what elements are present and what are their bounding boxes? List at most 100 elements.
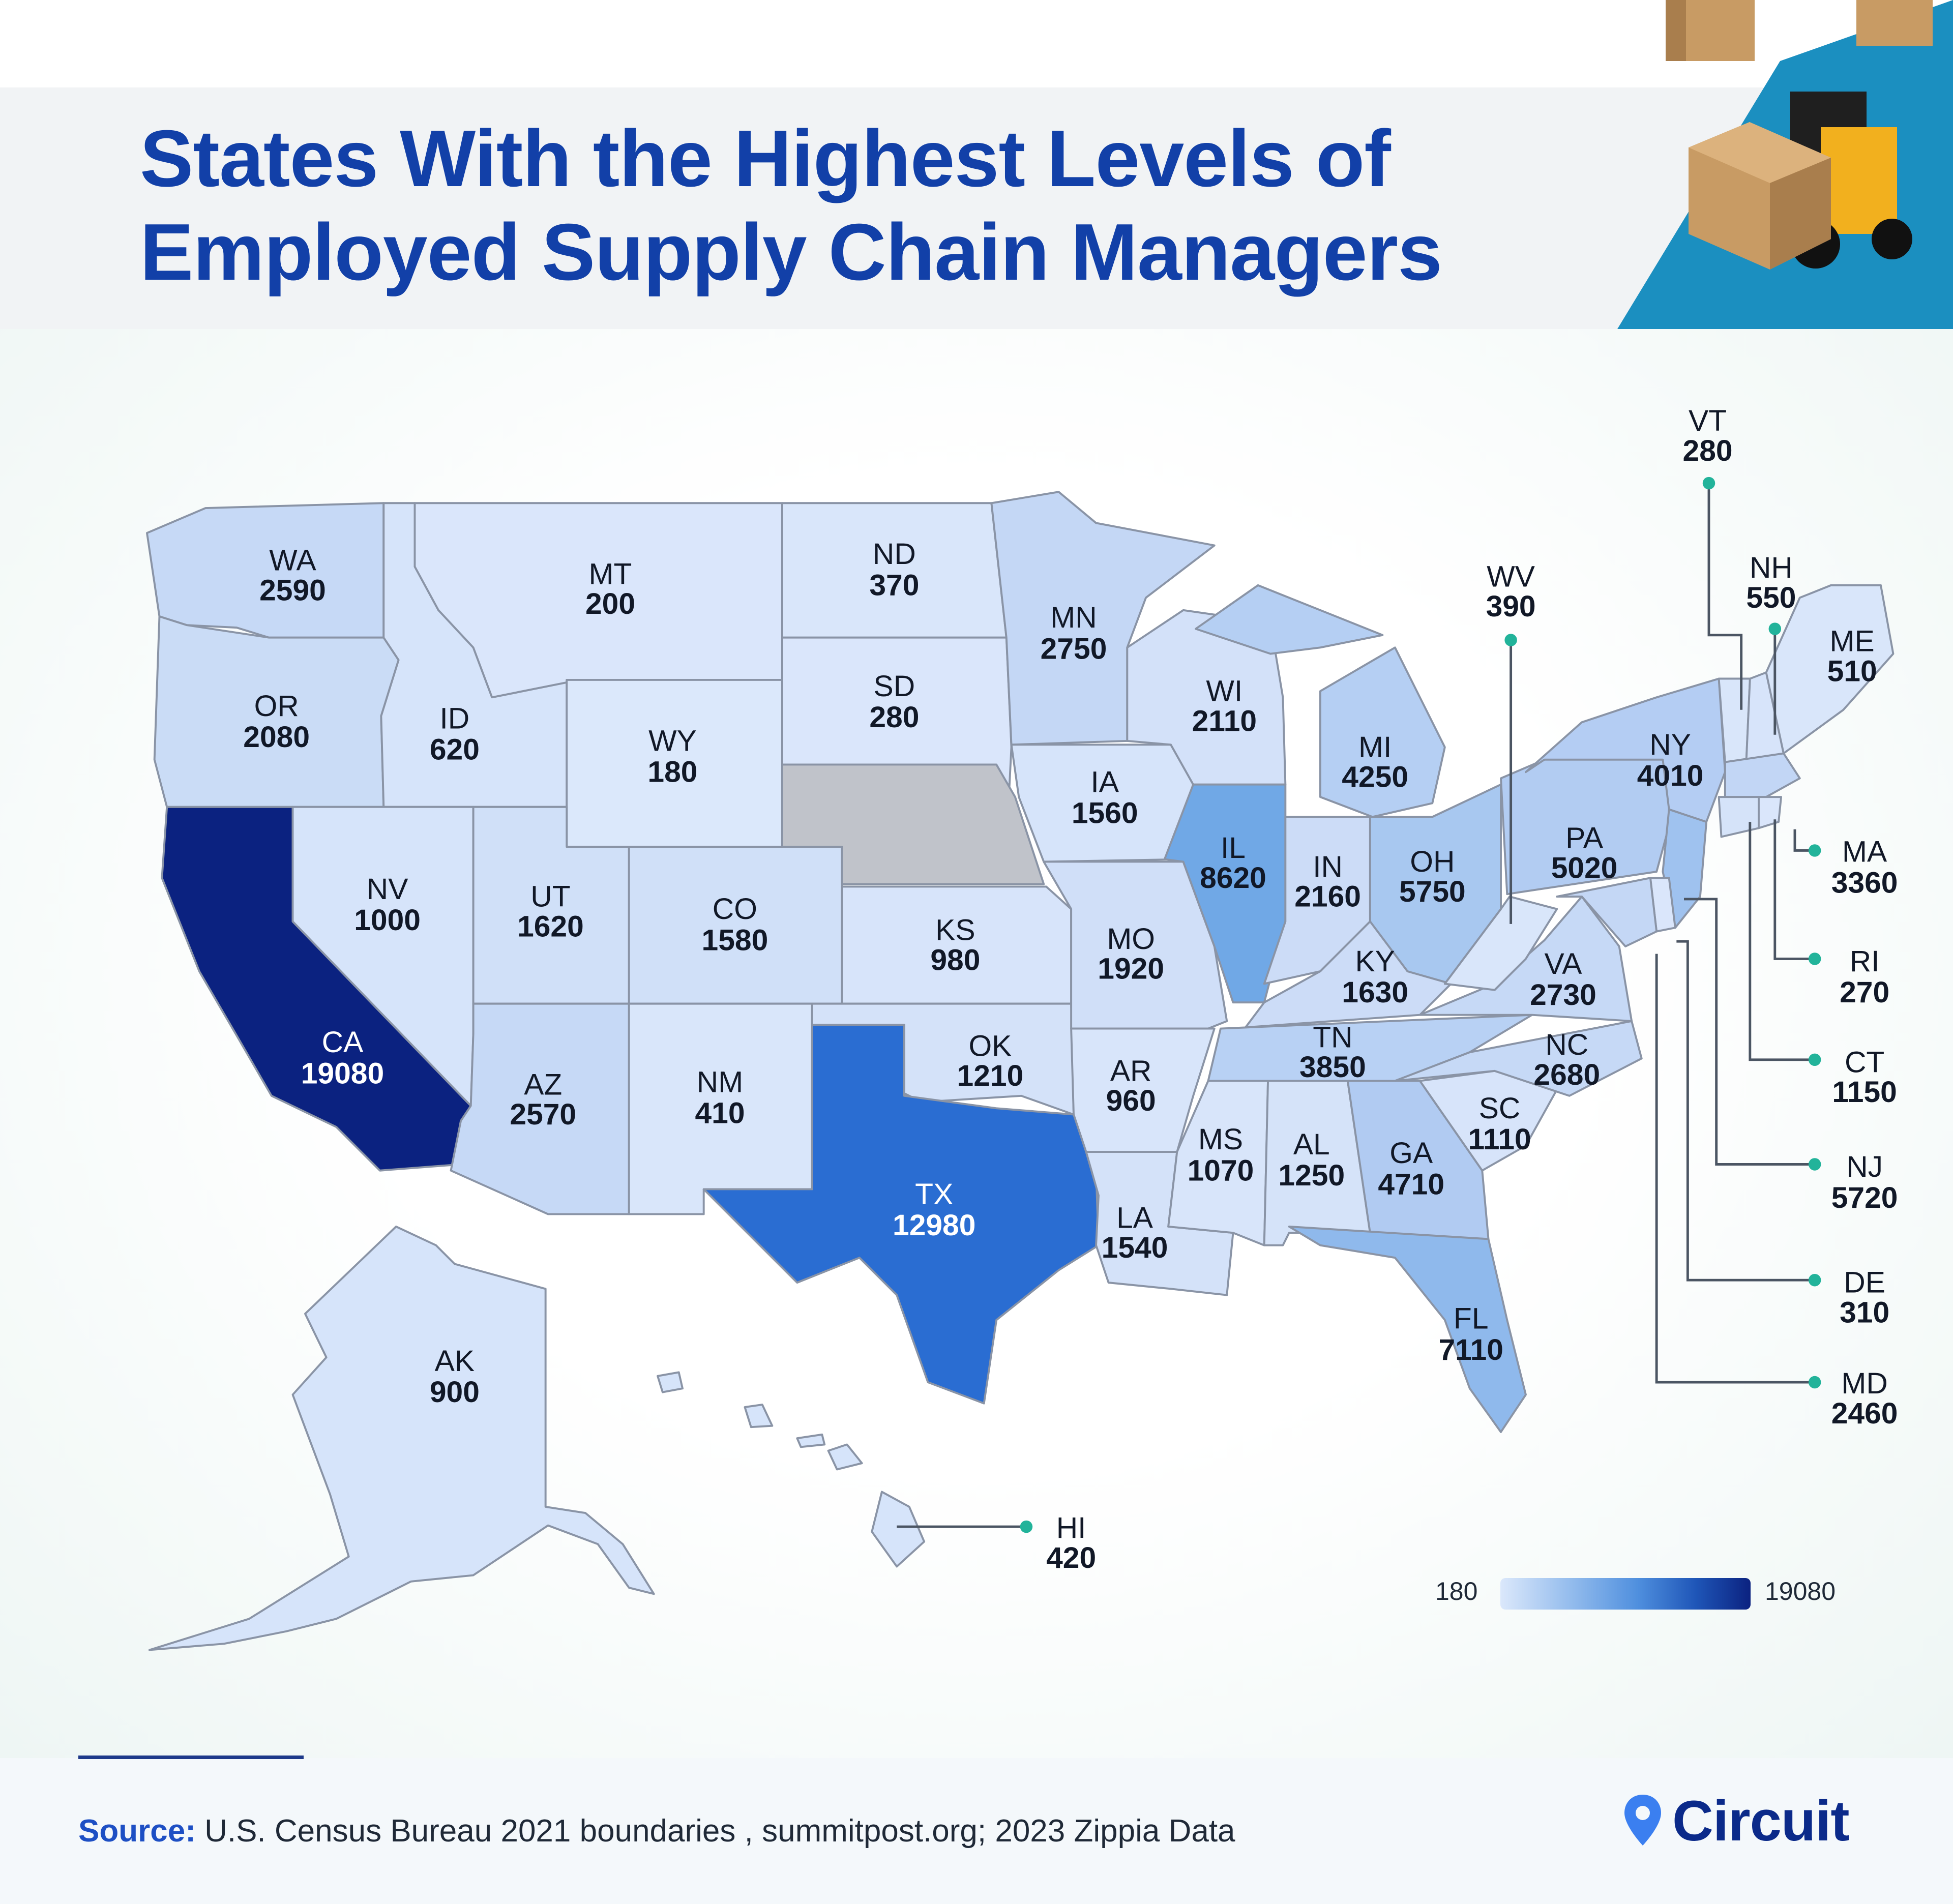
state-ME[interactable] [1765, 584, 1895, 755]
state-FL[interactable] [1288, 1225, 1527, 1433]
state-CT[interactable] [1718, 796, 1760, 838]
location-pin-icon [1624, 1795, 1661, 1846]
leader-md [1655, 954, 1815, 1384]
svg-text:1540: 1540 [1102, 1231, 1168, 1264]
svg-text:960: 960 [1106, 1084, 1156, 1117]
svg-text:1920: 1920 [1098, 953, 1164, 986]
svg-text:MN: MN [1050, 601, 1097, 634]
state-HI-islands[interactable] [657, 1371, 863, 1471]
svg-text:1630: 1630 [1342, 976, 1408, 1009]
svg-text:12980: 12980 [893, 1209, 975, 1242]
svg-text:280: 280 [869, 701, 919, 734]
svg-text:5750: 5750 [1399, 875, 1466, 908]
footer [0, 1758, 1953, 1904]
svg-text:5720: 5720 [1831, 1181, 1898, 1214]
source-label: Source: [78, 1813, 196, 1849]
svg-text:180: 180 [647, 756, 697, 789]
callout-dot-de [1808, 1273, 1821, 1287]
state-MI[interactable] [1319, 646, 1446, 818]
svg-text:VA: VA [1544, 947, 1582, 980]
svg-text:1580: 1580 [702, 924, 768, 957]
svg-text:280: 280 [1683, 434, 1733, 467]
svg-text:1150: 1150 [1832, 1076, 1897, 1109]
leader-vt [1707, 485, 1743, 710]
state-NE[interactable] [781, 763, 1045, 885]
callout-dot-nh [1768, 622, 1782, 635]
state-HI[interactable] [871, 1491, 926, 1568]
state-MA[interactable] [1724, 752, 1801, 798]
state-WA[interactable] [146, 502, 385, 639]
svg-text:4710: 4710 [1378, 1168, 1444, 1201]
svg-text:CO: CO [713, 892, 757, 926]
svg-text:WV: WV [1487, 560, 1535, 593]
state-MD[interactable] [1556, 877, 1658, 947]
svg-text:VT: VT [1689, 404, 1727, 437]
svg-text:AR: AR [1110, 1054, 1152, 1087]
svg-text:420: 420 [1046, 1541, 1096, 1574]
svg-text:WA: WA [269, 544, 316, 577]
svg-text:8620: 8620 [1200, 861, 1266, 895]
callout-dot-nj [1808, 1158, 1821, 1171]
state-TX[interactable] [702, 1024, 1100, 1405]
svg-text:AZ: AZ [524, 1068, 562, 1101]
svg-text:NC: NC [1545, 1028, 1588, 1061]
svg-text:FL: FL [1454, 1302, 1489, 1335]
svg-text:KS: KS [935, 914, 975, 947]
svg-text:OK: OK [968, 1029, 1012, 1062]
state-AK[interactable] [148, 1225, 655, 1651]
source-text: U.S. Census Bureau 2021 boundaries , sum… [195, 1813, 1235, 1849]
svg-text:CA: CA [322, 1026, 364, 1059]
svg-text:OR: OR [254, 690, 299, 723]
state-WV[interactable] [1443, 896, 1558, 991]
state-GA[interactable] [1346, 1080, 1490, 1240]
state-MI-upper[interactable] [1195, 584, 1384, 655]
svg-text:1560: 1560 [1072, 797, 1138, 830]
svg-text:4250: 4250 [1342, 761, 1408, 794]
state-RI[interactable] [1758, 796, 1782, 829]
svg-text:370: 370 [869, 569, 919, 602]
state-VT[interactable] [1718, 677, 1751, 763]
svg-text:3850: 3850 [1299, 1051, 1366, 1084]
svg-text:DE: DE [1844, 1266, 1885, 1299]
callout-dot-vt [1702, 477, 1715, 490]
svg-text:2570: 2570 [510, 1098, 576, 1131]
title-line-1: States With the Highest Levels of [140, 114, 1391, 203]
state-NY[interactable] [1525, 677, 1726, 823]
state-NC[interactable] [1394, 1020, 1643, 1097]
legend-max-label: 19080 [1765, 1577, 1836, 1605]
svg-text:MI: MI [1358, 731, 1392, 764]
svg-text:SD: SD [874, 670, 915, 703]
svg-text:HI: HI [1056, 1511, 1086, 1544]
svg-text:ME: ME [1830, 625, 1875, 658]
state-MN[interactable] [990, 491, 1216, 746]
brand-name: Circuit [1672, 1789, 1850, 1853]
svg-text:ID: ID [439, 702, 469, 735]
svg-text:620: 620 [430, 733, 480, 766]
svg-text:WI: WI [1206, 675, 1242, 708]
svg-text:900: 900 [430, 1376, 480, 1409]
